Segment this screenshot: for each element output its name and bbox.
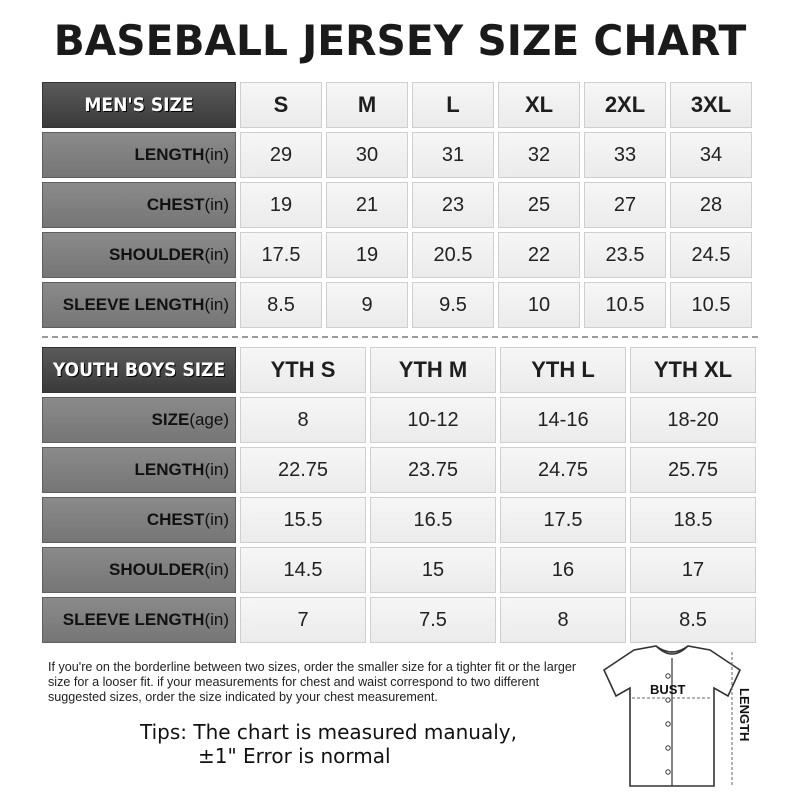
size-header: YTH M: [370, 347, 496, 393]
row-label-unit: (in): [204, 560, 229, 579]
row-label-unit: (in): [204, 195, 229, 214]
table-cell: 8.5: [630, 597, 756, 643]
row-label: SHOULDER (in): [42, 232, 236, 278]
size-header: S: [240, 82, 322, 128]
row-label: SLEEVE LENGTH (in): [42, 597, 236, 643]
table-cell: 33: [584, 132, 666, 178]
table-cell: 10-12: [370, 397, 496, 443]
table-cell: 15.5: [240, 497, 366, 543]
table-cell: 15: [370, 547, 496, 593]
row-label-name: CHEST: [146, 195, 205, 214]
row-label: SIZE (age): [42, 397, 236, 443]
table-cell: 7.5: [370, 597, 496, 643]
size-header: YTH S: [240, 347, 366, 393]
table-cell: 23.75: [370, 447, 496, 493]
table-cell: 19: [240, 182, 322, 228]
row-label-unit: (in): [204, 460, 229, 479]
table-cell: 22: [498, 232, 580, 278]
row-label-name: SHOULDER: [109, 245, 205, 264]
table-cell: 25.75: [630, 447, 756, 493]
bust-label: BUST: [650, 682, 685, 697]
table-cell: 8: [240, 397, 366, 443]
table-cell: 32: [498, 132, 580, 178]
tips-line-1: Tips: The chart is measured manualy,: [140, 720, 517, 744]
table-cell: 31: [412, 132, 494, 178]
row-label-name: SHOULDER: [109, 560, 205, 579]
row-label-unit: (in): [204, 145, 229, 164]
table-cell: 20.5: [412, 232, 494, 278]
section-divider: [42, 336, 758, 338]
size-header: YTH L: [500, 347, 626, 393]
table-cell: 28: [670, 182, 752, 228]
row-label-name: LENGTH: [134, 145, 205, 164]
row-label: CHEST (in): [42, 182, 236, 228]
row-label-name: SIZE: [151, 410, 190, 429]
row-label: CHEST (in): [42, 497, 236, 543]
tips-line-2: ±1" Error is normal: [198, 744, 391, 768]
table-cell: 22.75: [240, 447, 366, 493]
row-label-unit: (age): [189, 410, 229, 429]
table-cell: 18.5: [630, 497, 756, 543]
size-header: M: [326, 82, 408, 128]
table-cell: 19: [326, 232, 408, 278]
size-header: 2XL: [584, 82, 666, 128]
size-header: 3XL: [670, 82, 752, 128]
jersey-diagram: BUST LENGTH: [602, 645, 752, 787]
table-cell: 29: [240, 132, 322, 178]
sizing-note: If you're on the borderline between two …: [48, 660, 577, 704]
table-cell: 23: [412, 182, 494, 228]
table-corner-header: YOUTH BOYS SIZE: [42, 347, 236, 393]
table-cell: 10.5: [584, 282, 666, 328]
row-label: LENGTH (in): [42, 132, 236, 178]
page-title: BASEBALL JERSEY SIZE CHART: [53, 16, 747, 65]
table-cell: 14.5: [240, 547, 366, 593]
table-cell: 9.5: [412, 282, 494, 328]
length-label: LENGTH: [737, 688, 752, 741]
table-cell: 9: [326, 282, 408, 328]
row-label-name: LENGTH: [134, 460, 205, 479]
size-header: L: [412, 82, 494, 128]
table-cell: 17.5: [500, 497, 626, 543]
table-cell: 14-16: [500, 397, 626, 443]
button-icons: [665, 673, 671, 775]
table-corner-header: MEN'S SIZE: [42, 82, 236, 128]
table-cell: 25: [498, 182, 580, 228]
row-label-unit: (in): [204, 610, 229, 629]
table-cell: 23.5: [584, 232, 666, 278]
row-label-name: CHEST: [146, 510, 205, 529]
table-cell: 21: [326, 182, 408, 228]
mens-size-table: MEN'S SIZE S M L XL 2XL 3XL LENGTH (in) 29 30 31 32 3…: [42, 82, 758, 328]
table-cell: 7: [240, 597, 366, 643]
row-label-name: SLEEVE LENGTH: [62, 295, 205, 314]
size-header: YTH XL: [630, 347, 756, 393]
table-cell: 16.5: [370, 497, 496, 543]
table-cell: 10: [498, 282, 580, 328]
table-cell: 10.5: [670, 282, 752, 328]
row-label-unit: (in): [204, 245, 229, 264]
table-cell: 18-20: [630, 397, 756, 443]
row-label-name: SLEEVE LENGTH: [62, 610, 205, 629]
table-cell: 17.5: [240, 232, 322, 278]
size-header: XL: [498, 82, 580, 128]
table-cell: 30: [326, 132, 408, 178]
row-label-unit: (in): [204, 510, 229, 529]
table-cell: 24.5: [670, 232, 752, 278]
youth-size-table: YOUTH BOYS SIZE YTH S YTH M YTH L YTH XL SIZE…: [42, 347, 758, 643]
row-label: SLEEVE LENGTH (in): [42, 282, 236, 328]
table-cell: 8: [500, 597, 626, 643]
table-cell: 27: [584, 182, 666, 228]
table-cell: 16: [500, 547, 626, 593]
table-cell: 17: [630, 547, 756, 593]
table-cell: 8.5: [240, 282, 322, 328]
tips-text: Tips: The chart is measured manualy, ±1"…: [140, 720, 560, 768]
row-label: LENGTH (in): [42, 447, 236, 493]
row-label: SHOULDER (in): [42, 547, 236, 593]
table-cell: 24.75: [500, 447, 626, 493]
row-label-unit: (in): [204, 295, 229, 314]
table-cell: 34: [670, 132, 752, 178]
